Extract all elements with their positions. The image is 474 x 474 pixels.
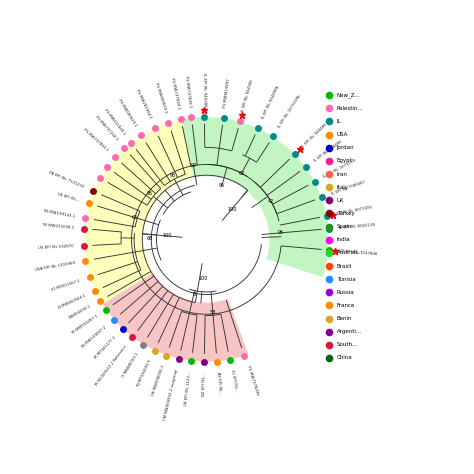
Text: RJ MT593091.5: RJ MT593091.5: [136, 359, 152, 387]
Text: IR MW553287.1: IR MW553287.1: [71, 314, 99, 335]
Polygon shape: [84, 120, 193, 304]
Text: PS MWW19997: PS MWW19997: [223, 78, 231, 108]
Text: IL EPI ISL 944366: IL EPI ISL 944366: [241, 79, 254, 112]
Text: IL EPI ISL 7085667: IL EPI ISL 7085667: [331, 180, 366, 196]
Text: IL EPI ISL 944386: IL EPI ISL 944386: [201, 73, 206, 106]
Text: 95: 95: [278, 230, 284, 236]
Text: Tunisia: Tunisia: [337, 277, 356, 282]
Text: UK MW096096.1: UK MW096096.1: [151, 365, 165, 396]
Polygon shape: [103, 273, 248, 362]
Text: Iran: Iran: [337, 172, 347, 176]
Text: IL: IL: [337, 119, 341, 124]
Circle shape: [144, 177, 269, 302]
Text: USA: USA: [337, 132, 348, 137]
Text: China: China: [337, 356, 353, 361]
Text: IO MT811567.1: IO MT811567.1: [51, 279, 81, 292]
Text: 68: 68: [147, 236, 153, 241]
Text: IL EPI ISL 6041138: IL EPI ISL 6041138: [339, 223, 375, 230]
Text: PS MW737242.1: PS MW737242.1: [94, 115, 119, 142]
Text: 100: 100: [198, 276, 208, 281]
Text: IL EPI ISL 1673199b: IL EPI ISL 1673199b: [277, 94, 301, 129]
Text: IR MT441177.1: IR MT441177.1: [94, 335, 117, 360]
Text: IN MW139067.2: IN MW139067.2: [81, 325, 107, 348]
Text: IR NC045512.2 Reference: IR NC045512.2 Reference: [95, 345, 128, 387]
Text: India: India: [337, 237, 350, 242]
Text: Spain: Spain: [337, 224, 352, 229]
Text: PS MW737844.1: PS MW737844.1: [170, 77, 181, 109]
Text: UK: UK: [337, 198, 344, 203]
Text: UK EPI ISL 1123...: UK EPI ISL 1123...: [184, 371, 192, 406]
Text: 8: 8: [192, 292, 195, 297]
Text: 62: 62: [238, 171, 245, 176]
Text: Brazil: Brazil: [337, 264, 352, 268]
Text: NZ EPI ISL 7037806: NZ EPI ISL 7037806: [339, 249, 377, 256]
Text: PS MW609630.1: PS MW609630.1: [154, 82, 167, 113]
Text: Turkey: Turkey: [337, 211, 355, 216]
Text: Benin: Benin: [337, 316, 352, 321]
Text: US EPI ISL...: US EPI ISL...: [56, 191, 80, 202]
Text: 95: 95: [147, 191, 153, 196]
Text: CM MW006932.2 outgroup: CM MW006932.2 outgroup: [163, 369, 178, 420]
Text: PS MW411949.1: PS MW411949.1: [103, 108, 126, 136]
Text: IL EPI ISL 944498b: IL EPI ISL 944498b: [261, 85, 280, 119]
Text: Palestin...: Palestin...: [337, 106, 364, 111]
Text: Australi...: Australi...: [337, 250, 363, 255]
Circle shape: [182, 215, 231, 264]
Text: AV EPI ISL...: AV EPI ISL...: [216, 372, 222, 395]
Text: 95: 95: [219, 182, 225, 188]
Text: 42: 42: [268, 200, 274, 204]
Text: 58: 58: [210, 310, 216, 315]
Text: US EPI ISL 532870: US EPI ISL 532870: [38, 244, 73, 250]
Text: South...: South...: [337, 342, 358, 347]
Text: 96: 96: [169, 173, 175, 178]
Text: PS MW737840.1: PS MW737840.1: [184, 75, 192, 108]
Text: N MW452544.1: N MW452544.1: [58, 294, 87, 310]
Text: TR MW222068.1: TR MW222068.1: [42, 223, 74, 230]
Text: 100: 100: [227, 207, 237, 212]
Text: IL EPI ISL 6073491: IL EPI ISL 6073491: [337, 205, 373, 216]
Text: PS MW737843b: PS MW737843b: [246, 365, 259, 396]
Text: 97: 97: [191, 163, 197, 168]
Text: Jordan: Jordan: [337, 145, 355, 150]
Text: PS MW600629.1: PS MW600629.1: [118, 99, 137, 128]
Text: IL EPI ISL 944466: IL EPI ISL 944466: [301, 122, 328, 148]
Text: Italy: Italy: [337, 185, 349, 190]
Text: NW056033.1: NW056033.1: [68, 304, 92, 320]
Text: ZA EPI ISL 7121232: ZA EPI ISL 7121232: [48, 171, 85, 189]
Text: Egypt: Egypt: [337, 158, 353, 164]
Text: PS MW281964.1: PS MW281964.1: [135, 89, 152, 119]
Text: TR MW199143.1: TR MW199143.1: [43, 209, 76, 218]
Text: USA EPI ISL 1203969: USA EPI ISL 1203969: [35, 261, 76, 272]
Text: France: France: [337, 303, 355, 308]
Text: EL EPI ISL...: EL EPI ISL...: [230, 370, 238, 392]
Text: NZ EPI ISL...: NZ EPI ISL...: [202, 373, 206, 396]
Text: Russia: Russia: [337, 290, 355, 295]
Text: IL EPI ISL 1673199: IL EPI ISL 1673199: [323, 158, 357, 179]
Text: PS MW737843.1: PS MW737843.1: [82, 128, 109, 152]
Text: 100: 100: [163, 233, 172, 238]
Text: IL EPI ISL 944498: IL EPI ISL 944498: [313, 140, 343, 163]
Text: New_Z...: New_Z...: [337, 92, 360, 98]
Text: Argenti...: Argenti...: [337, 329, 362, 334]
Text: 65: 65: [132, 215, 138, 220]
Polygon shape: [181, 117, 328, 277]
Text: IT MNW8703.1: IT MNW8703.1: [121, 352, 140, 379]
